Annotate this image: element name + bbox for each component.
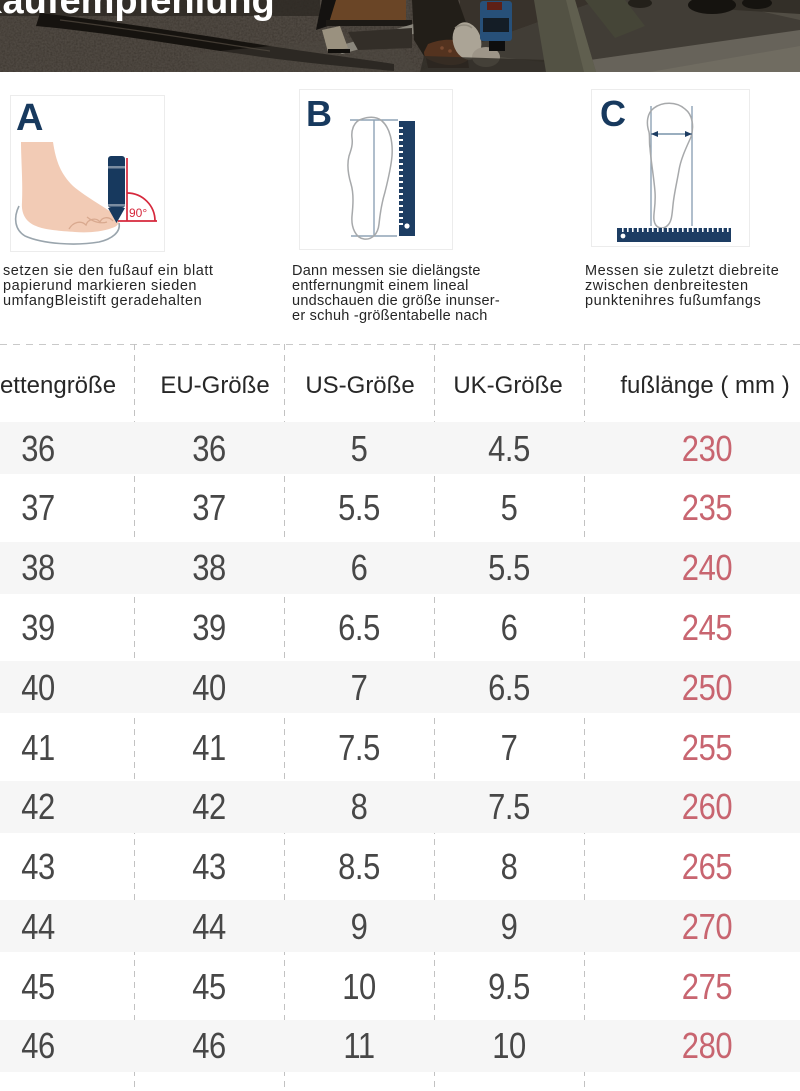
svg-text:90°: 90°: [129, 206, 147, 220]
svg-text:A: A: [16, 97, 43, 139]
svg-text:C: C: [600, 93, 626, 134]
svg-text:Kaufempfehlung: Kaufempfehlung: [0, 0, 275, 22]
svg-text:B: B: [306, 93, 332, 134]
